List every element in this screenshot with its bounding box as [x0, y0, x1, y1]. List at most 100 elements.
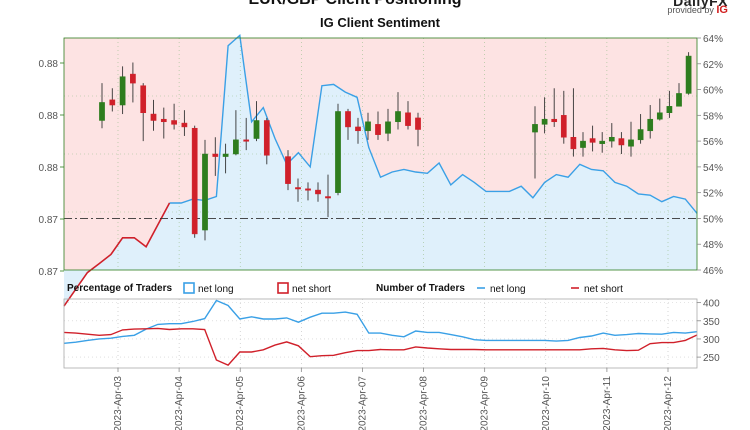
- legend: Percentage of Traders net long net short…: [67, 282, 623, 295]
- candle-body: [375, 124, 381, 135]
- candle-body: [666, 106, 673, 114]
- x-tick-label: 2023-Apr-05: [235, 376, 246, 430]
- chart-title: EUR/GBP Client Positioning: [0, 0, 710, 9]
- candle-body: [345, 111, 351, 128]
- upper-grid: [64, 38, 697, 270]
- candle-body: [415, 117, 421, 130]
- x-axis: 2023-Apr-03 2023-Apr-04 2023-Apr-05 2023-Ap…: [113, 368, 674, 430]
- candle-body: [181, 122, 188, 128]
- candle-body: [325, 196, 331, 199]
- lower-frame: [63, 298, 698, 369]
- x-tick-label: 2023-Apr-09: [480, 376, 491, 430]
- net-long-percent-line: [169, 34, 698, 214]
- left-tick-label: 0.87: [39, 215, 59, 226]
- legend-num-net-long: net long: [490, 284, 526, 295]
- candle-body: [647, 118, 654, 132]
- candle-body: [140, 85, 147, 114]
- candle-body: [532, 124, 538, 133]
- right-tick-label: 60%: [703, 86, 723, 97]
- legend-long-swatch: [183, 282, 195, 294]
- candle-body: [599, 140, 606, 144]
- left-tick-label: 0.88: [39, 59, 59, 70]
- candle-body: [385, 121, 391, 134]
- legend-net-short: net short: [292, 284, 331, 295]
- ig-logo: IG: [716, 4, 728, 16]
- candles: [99, 52, 692, 241]
- lower-tick-label: 250: [703, 353, 720, 364]
- candle-body: [263, 120, 270, 156]
- right-tick-label: 52%: [703, 189, 723, 200]
- candle-body: [589, 138, 596, 143]
- candle-body: [130, 73, 136, 84]
- x-tick-label: 2023-Apr-08: [419, 376, 430, 430]
- x-tick-label: 2023-Apr-03: [113, 376, 124, 430]
- right-tick-label: 58%: [703, 111, 723, 122]
- candle-body: [295, 187, 301, 190]
- x-tick-label: 2023-Apr-07: [357, 376, 368, 430]
- lower-tick-label: 400: [703, 299, 720, 310]
- lower-tick-label: 300: [703, 335, 720, 346]
- candle-body: [305, 188, 311, 191]
- number-net-short-line: [63, 327, 698, 366]
- candle-body: [580, 140, 586, 148]
- net-short-percent-line: [63, 202, 171, 307]
- candle-body: [405, 112, 411, 126]
- candle-body: [243, 139, 250, 142]
- right-tick-label: 46%: [703, 266, 723, 277]
- legend-number-title: Number of Traders: [376, 283, 465, 294]
- candle-body: [109, 99, 116, 106]
- candle-body: [119, 76, 126, 106]
- candle-body: [355, 126, 361, 132]
- legend-short-swatch: [277, 282, 289, 294]
- candle-body: [315, 189, 321, 195]
- lower-tick-label: 350: [703, 317, 720, 328]
- candle-body: [150, 113, 157, 121]
- candle-body: [99, 102, 105, 121]
- candle-body: [685, 55, 692, 94]
- right-tick-label: 54%: [703, 163, 723, 174]
- candle-body: [570, 136, 577, 150]
- right-axis: 64% 62% 60% 58% 56% 54% 52% 50% 48% 46%: [697, 34, 723, 277]
- candle-body: [365, 121, 371, 132]
- candle-body: [222, 153, 229, 157]
- candle-body: [233, 139, 239, 155]
- brand-provided-text: provided by: [667, 5, 714, 15]
- legend-net-long: net long: [198, 284, 234, 295]
- left-axis: 0.88 0.88 0.88 0.87 0.87: [39, 59, 64, 278]
- candle-body: [191, 127, 198, 235]
- right-tick-label: 48%: [703, 240, 723, 251]
- candle-body: [171, 120, 177, 125]
- x-tick-label: 2023-Apr-06: [296, 376, 307, 430]
- candle-body: [560, 115, 567, 138]
- right-tick-label: 56%: [703, 137, 723, 148]
- candle-body: [676, 93, 682, 107]
- lower-grid: [64, 299, 697, 368]
- number-net-long-line: [63, 299, 698, 344]
- lower-right-axis: 400 350 300 250: [697, 299, 720, 364]
- right-tick-label: 64%: [703, 34, 723, 45]
- chart-subtitle: IG Client Sentiment: [320, 15, 440, 30]
- x-tick-label: 2023-Apr-12: [663, 376, 674, 430]
- legend-num-net-short: net short: [584, 284, 623, 295]
- candle-body: [628, 139, 634, 147]
- candle-body: [656, 112, 663, 120]
- x-tick-label: 2023-Apr-04: [174, 376, 185, 430]
- candle-body: [335, 111, 341, 193]
- right-tick-label: 62%: [703, 60, 723, 71]
- candle-body: [637, 129, 644, 141]
- candle-body: [541, 118, 548, 125]
- candle-body: [160, 118, 167, 123]
- left-tick-label: 0.88: [39, 163, 59, 174]
- net-long-area: [64, 35, 697, 307]
- left-tick-label: 0.88: [39, 111, 59, 122]
- candle-body: [285, 156, 291, 184]
- brand-provided: provided by IG: [667, 4, 728, 16]
- legend-percentage-title: Percentage of Traders: [67, 283, 172, 294]
- candle-body: [253, 120, 260, 139]
- brand-logo: DailyFX: [673, 0, 728, 9]
- candle-body: [202, 153, 208, 231]
- candle-body: [212, 153, 219, 157]
- right-tick-label: 50%: [703, 214, 723, 225]
